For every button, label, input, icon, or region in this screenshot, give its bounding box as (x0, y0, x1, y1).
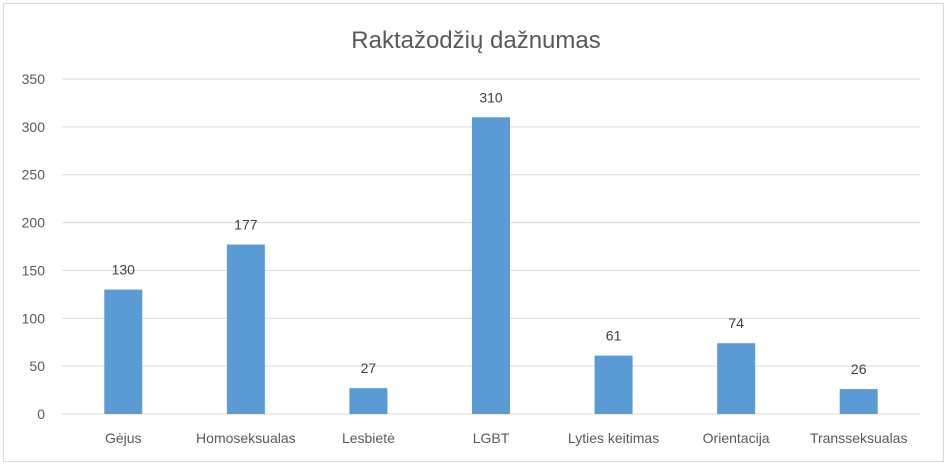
y-tick-label: 300 (22, 119, 46, 135)
bar-6 (839, 389, 878, 414)
x-tick-label: Gėjus (105, 430, 142, 446)
y-tick-label: 200 (22, 215, 46, 231)
x-tick-label: Lesbietė (342, 430, 395, 446)
y-tick-label: 150 (22, 262, 46, 278)
x-axis-ticks: Gėjus Homoseksualas Lesbietė LGBT Lyties kei… (105, 430, 907, 446)
data-label: 27 (361, 360, 377, 376)
data-label: 26 (851, 361, 867, 377)
y-tick-label: 250 (22, 167, 46, 183)
data-label: 61 (606, 328, 622, 344)
x-tick-label: Homoseksualas (196, 430, 296, 446)
x-tick-label: Orientacija (703, 430, 770, 446)
bar-4 (594, 355, 633, 414)
data-label: 74 (728, 315, 744, 331)
chart-title: Raktažodžių dažnumas (351, 27, 600, 54)
y-tick-label: 50 (29, 358, 45, 374)
x-tick-label: Lyties keitimas (568, 430, 659, 446)
y-tick-label: 350 (22, 71, 46, 87)
bar-2 (349, 388, 388, 414)
y-axis-ticks: 0 50 100 150 200 250 300 350 (22, 71, 46, 422)
x-tick-label: Transseksualas (810, 430, 908, 446)
data-labels: 130 177 27 310 61 74 26 (112, 89, 867, 377)
bar-5 (717, 343, 756, 414)
data-label: 130 (112, 262, 136, 278)
x-tick-label: LGBT (473, 430, 510, 446)
bars (104, 117, 878, 415)
bar-0 (104, 289, 143, 414)
y-tick-label: 100 (22, 310, 46, 326)
y-tick-label: 0 (37, 406, 45, 422)
data-label: 310 (479, 89, 503, 105)
bar-1 (226, 244, 265, 414)
bar-3 (472, 117, 510, 415)
data-label: 177 (234, 217, 258, 233)
